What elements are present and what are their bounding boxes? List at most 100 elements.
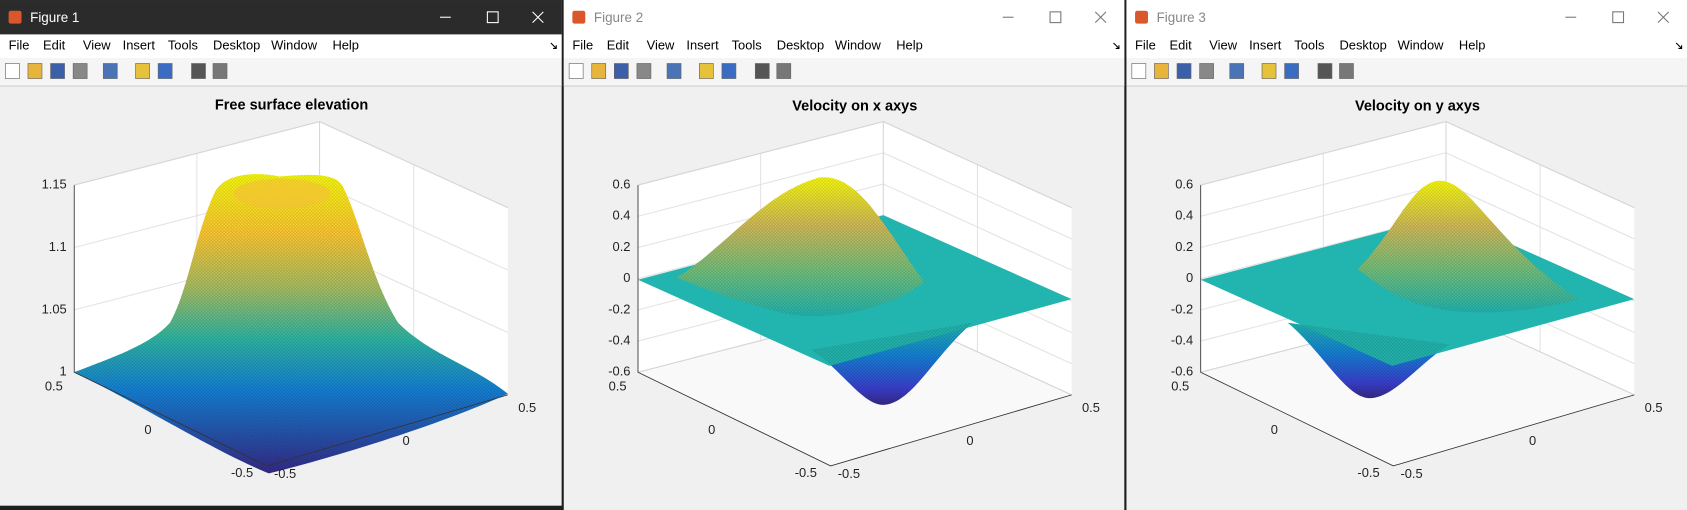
maximize-button[interactable] (1612, 11, 1625, 24)
menu-item[interactable]: View (83, 38, 111, 53)
menu-item[interactable]: Desktop (1339, 38, 1386, 53)
toolbar (0, 58, 562, 87)
toolbar-button[interactable] (50, 63, 65, 79)
x-tick-label: 0 (144, 422, 151, 437)
z-tick-label: -0.6 (1171, 364, 1193, 379)
menu-item[interactable]: Insert (686, 38, 719, 53)
y-tick-label: -0.5 (838, 466, 860, 481)
window-title: Figure 2 (594, 10, 643, 25)
menu-item[interactable]: Desktop (777, 38, 824, 53)
x-tick-label: 0 (1271, 422, 1278, 437)
toolbar-button[interactable] (568, 63, 584, 79)
toolbar-button[interactable] (636, 63, 652, 79)
menu-item[interactable]: File (9, 38, 30, 53)
toolbar (563, 58, 1125, 87)
toolbar-button[interactable] (666, 63, 682, 79)
toolbar-button[interactable] (27, 63, 43, 79)
y-tick-label: 0 (966, 433, 973, 448)
toolbar (1126, 58, 1687, 87)
menu-item[interactable]: Insert (123, 38, 156, 53)
y-tick-label: 0.5 (1082, 400, 1100, 415)
maximize-button[interactable] (486, 11, 499, 24)
toolbar-button[interactable] (614, 63, 629, 79)
toolbar-button[interactable] (1261, 63, 1277, 79)
menu-item[interactable]: Tools (168, 38, 198, 53)
z-tick-label: 1.05 (42, 301, 67, 316)
x-tick-label: -0.5 (795, 465, 817, 480)
toolbar-button[interactable] (721, 63, 737, 79)
toolbar-button[interactable] (1131, 63, 1147, 79)
menu-item[interactable]: Help (896, 38, 923, 53)
toolbar-button[interactable] (191, 63, 206, 79)
z-tick-label: -0.2 (608, 301, 630, 316)
menu-item[interactable]: Help (1459, 38, 1486, 53)
y-tick-label: -0.5 (1400, 466, 1422, 481)
z-tick-label: -0.4 (1171, 332, 1193, 347)
menu-item[interactable]: Window (271, 38, 318, 53)
toolbar-button[interactable] (1176, 63, 1192, 79)
toolbar-button[interactable] (212, 63, 228, 79)
menu-item[interactable]: Window (1398, 38, 1445, 53)
toolbar-button[interactable] (102, 63, 118, 79)
z-tick-label: 1 (60, 364, 67, 379)
menu-item[interactable]: Tools (732, 38, 762, 53)
menu-item[interactable]: Edit (43, 38, 66, 53)
toolbar-button[interactable] (1284, 63, 1299, 79)
toolbar-button[interactable] (1154, 63, 1169, 79)
toolbar-button[interactable] (72, 63, 88, 79)
toolbar-button[interactable] (5, 63, 20, 79)
toolbar-button[interactable] (1317, 63, 1333, 79)
toolbar-button[interactable] (1229, 63, 1245, 79)
close-button[interactable] (1094, 11, 1107, 23)
x-tick-label: 0.5 (45, 379, 63, 394)
toolbar-button[interactable] (1199, 63, 1214, 79)
z-tick-label: 1.15 (42, 176, 67, 191)
toolbar-button[interactable] (591, 63, 607, 79)
menu-bar (563, 34, 1125, 59)
dock-arrow (550, 42, 557, 49)
z-tick-label: -0.4 (608, 332, 630, 347)
menu-item[interactable]: Insert (1249, 38, 1282, 53)
z-tick-label: 0.6 (613, 176, 631, 191)
axis-line (1200, 185, 1635, 467)
menu-item[interactable]: Help (332, 38, 359, 53)
app-icon (572, 10, 586, 24)
menu-item[interactable]: File (1135, 38, 1156, 53)
plot-title: Free surface elevation (215, 97, 368, 113)
maximize-button[interactable] (1049, 11, 1062, 24)
toolbar-button[interactable] (699, 63, 714, 79)
menu-item[interactable]: Desktop (213, 38, 260, 53)
x-tick-label: 0.5 (1171, 379, 1189, 394)
toolbar-button[interactable] (157, 63, 173, 79)
y-tick-label: 0.5 (1645, 400, 1663, 415)
toolbar-button[interactable] (1339, 63, 1354, 79)
menu-item[interactable]: File (572, 38, 593, 53)
toolbar-button[interactable] (754, 63, 770, 79)
z-tick-label: -0.6 (608, 364, 630, 379)
y-tick-label: -0.5 (274, 466, 296, 481)
z-tick-label: 0.6 (1175, 176, 1193, 191)
z-tick-label: 0.2 (1175, 239, 1193, 254)
surface-mesh (74, 174, 508, 474)
x-tick-label: 0.5 (609, 379, 627, 394)
toolbar-button[interactable] (135, 63, 150, 79)
menu-item[interactable]: Edit (1169, 38, 1192, 53)
menu-item[interactable]: View (1209, 38, 1237, 53)
close-button[interactable] (1657, 11, 1670, 23)
toolbar-button[interactable] (776, 63, 792, 79)
dock-arrow (1675, 42, 1683, 49)
y-tick-label: 0 (1529, 433, 1536, 448)
surface-mesh (1287, 180, 1579, 399)
menu-item[interactable]: Tools (1294, 38, 1324, 53)
menu-item[interactable]: Window (835, 38, 882, 53)
close-button[interactable] (532, 11, 544, 23)
menu-item[interactable]: Edit (607, 38, 630, 53)
z-tick-label: 1.1 (49, 239, 67, 254)
axis-line (637, 185, 1072, 467)
surface-dip (233, 178, 331, 209)
menu-item[interactable]: View (647, 38, 675, 53)
x-tick-label: 0 (708, 422, 715, 437)
